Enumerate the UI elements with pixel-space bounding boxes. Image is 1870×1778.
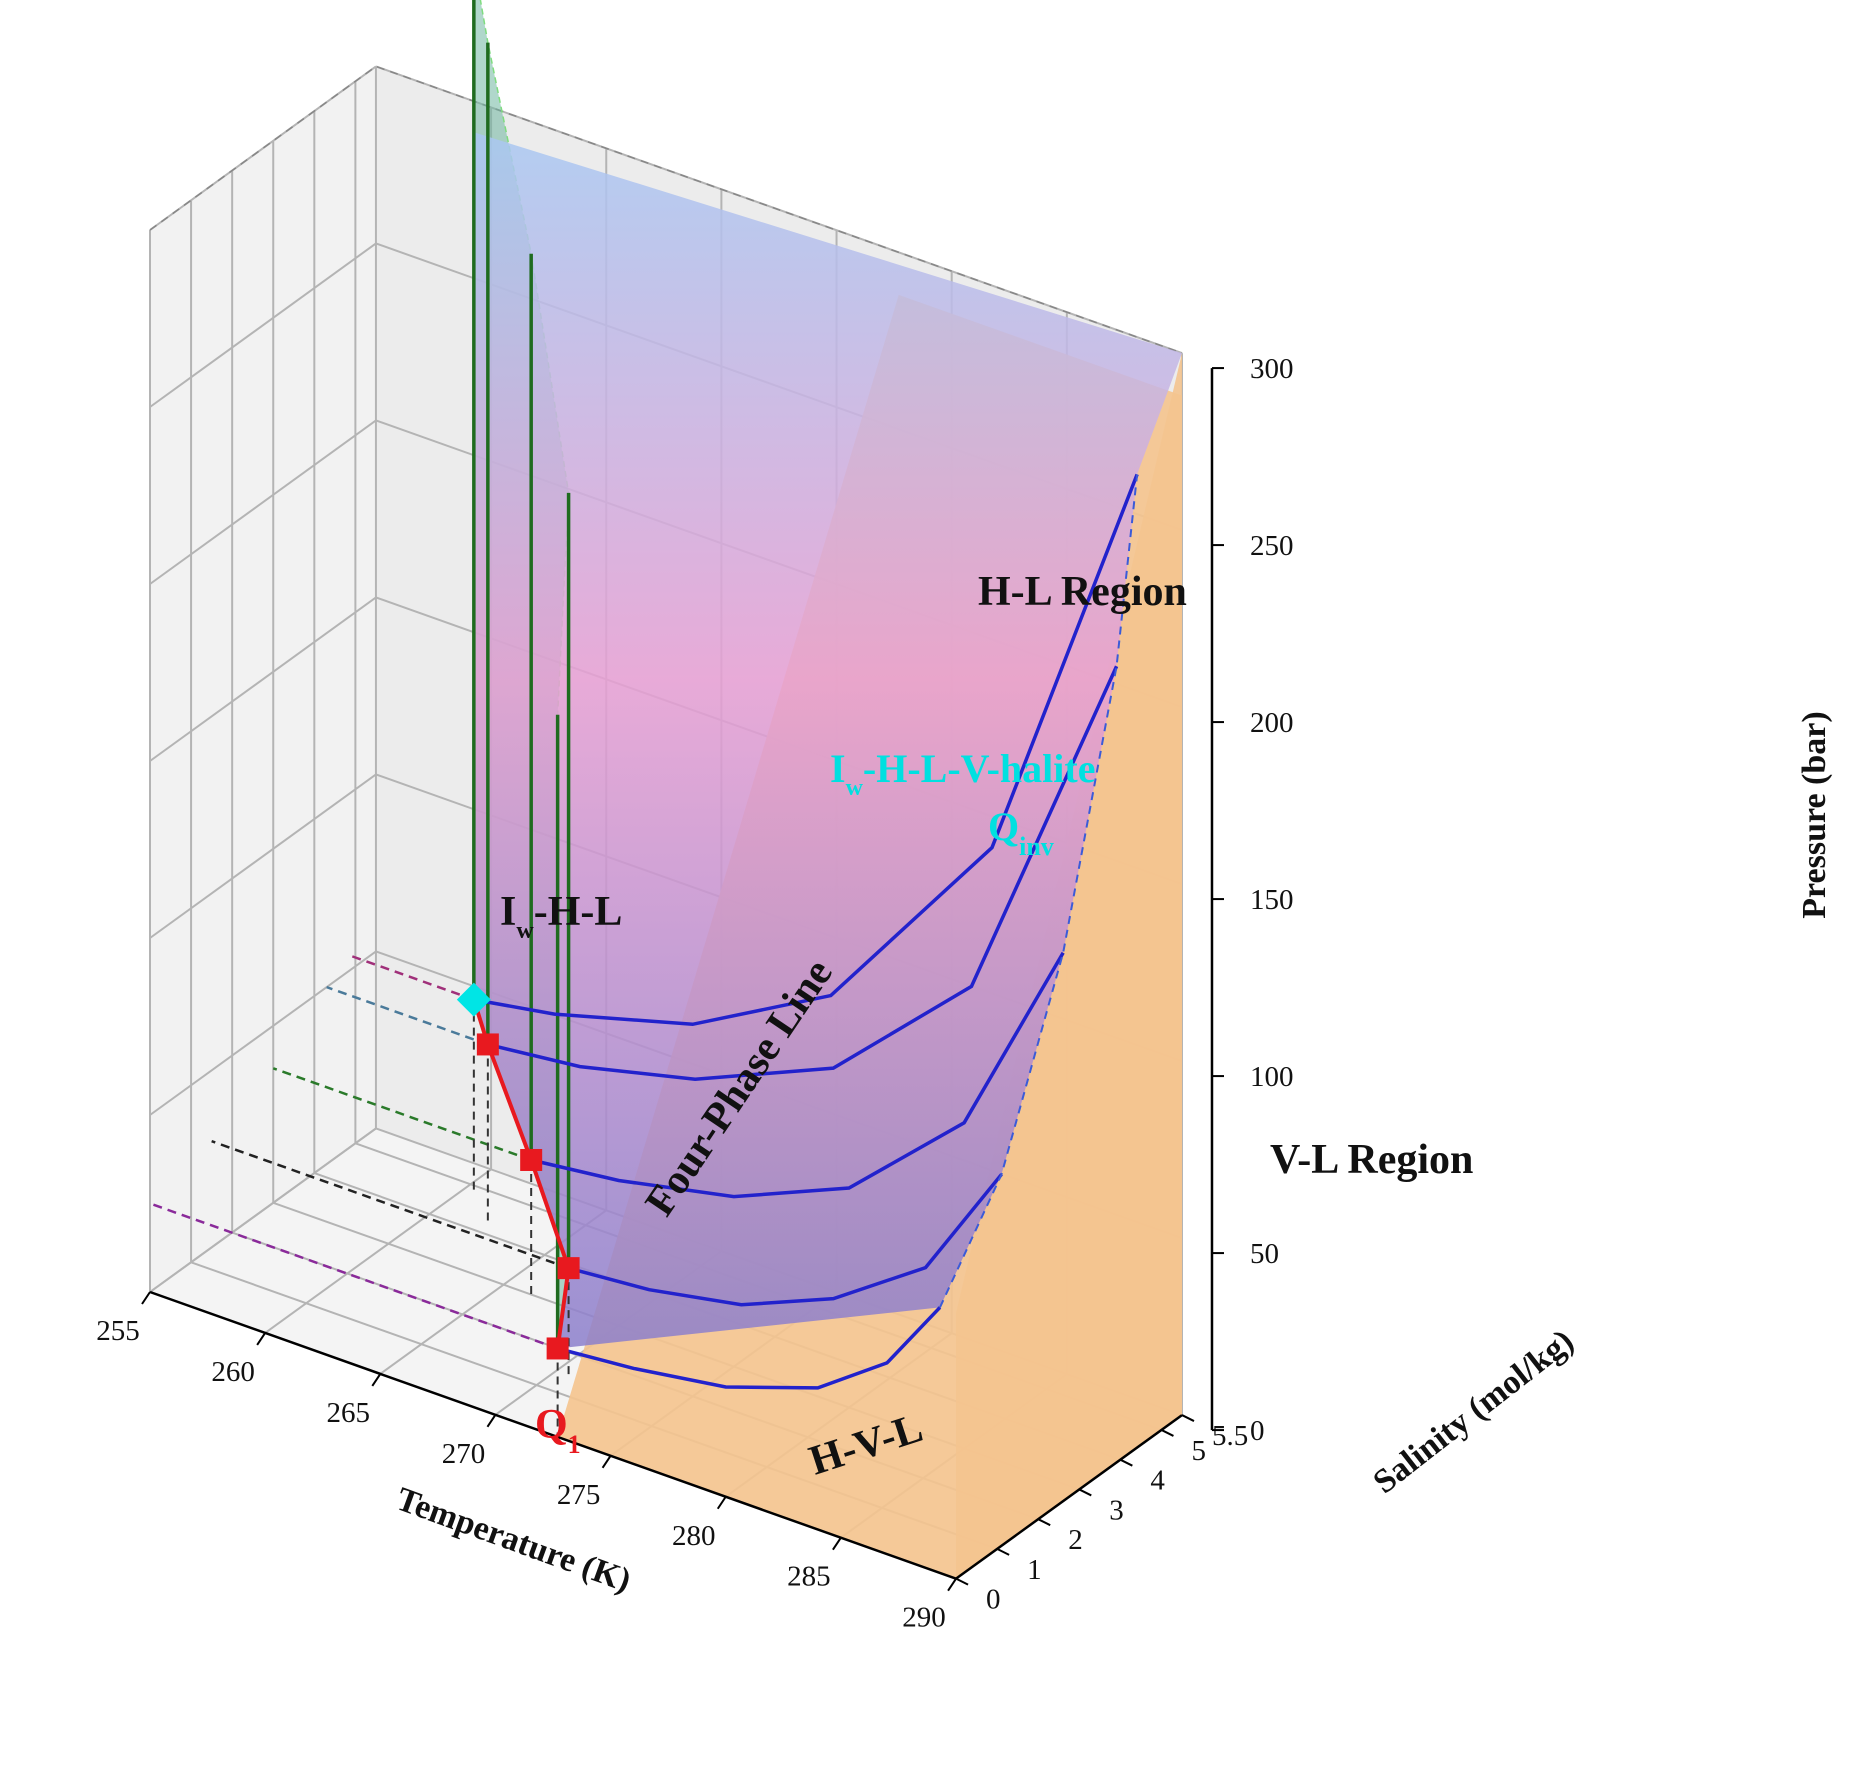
hvl-curve: [487, 665, 1119, 1081]
side-projection: [149, 1202, 559, 1350]
z-tick-label: 50: [1250, 1238, 1279, 1270]
y-tick-label: 1: [1027, 1554, 1042, 1586]
x-tick-label: 270: [442, 1438, 486, 1470]
hl-region: [473, 132, 1182, 1349]
y-tick: [955, 1577, 969, 1586]
vl-region-wall: [956, 353, 1182, 1579]
z-axis-label: Pressure (bar): [1796, 711, 1833, 918]
x-tick: [947, 1578, 957, 1592]
hl-region-label: H-L Region: [978, 569, 1187, 615]
hvl-curve: [557, 1306, 942, 1390]
four-phase-marker: [520, 1148, 543, 1171]
four-phase-marker: [557, 1257, 580, 1280]
x-tick-label: 290: [902, 1602, 946, 1634]
hvl-curve: [530, 951, 1065, 1199]
four-phase-marker: [546, 1337, 569, 1360]
x-tick: [486, 1414, 497, 1428]
y-axis-label: Salinity (mol/kg): [1367, 1322, 1581, 1501]
y-tick: [1161, 1429, 1174, 1437]
side-projection: [326, 985, 489, 1046]
grid-floor-t: [264, 1168, 492, 1334]
y-tick: [1078, 1488, 1092, 1497]
y-tick-label: 5: [1191, 1435, 1206, 1467]
vl-region-label: V-L Region: [1270, 1137, 1473, 1183]
x-tick: [371, 1373, 382, 1387]
y-tick-label: 2: [1068, 1524, 1083, 1556]
z-tick-label: 200: [1250, 707, 1294, 739]
q1-label: Q1: [535, 1402, 581, 1459]
grid-left-p: [149, 419, 377, 585]
q-inv-label: Qinv: [988, 804, 1054, 861]
grid-left-p: [149, 950, 377, 1116]
x-axis-line: [149, 1290, 957, 1580]
z-tick-label: 0: [1250, 1415, 1265, 1447]
grid-left-p: [149, 242, 377, 408]
hvl-curve: [568, 1173, 1003, 1307]
y-tick: [1037, 1518, 1051, 1527]
y-tick-label: 4: [1150, 1465, 1165, 1497]
iwhl-region-label: Iw-H-L: [500, 889, 622, 944]
y-tick-label: 0: [986, 1584, 1001, 1616]
x-tick: [832, 1537, 842, 1551]
q-inv-marker: [456, 982, 491, 1017]
x-tick-label: 265: [327, 1397, 371, 1429]
y-tick-label: 5.5: [1212, 1420, 1248, 1452]
grid-left-p: [149, 773, 377, 939]
phase-surfaces: [473, 0, 1182, 1579]
grid-left-p: [149, 1127, 377, 1293]
x-tick-label: 260: [211, 1356, 255, 1388]
x-tick: [716, 1496, 727, 1510]
y-tick: [1119, 1458, 1133, 1467]
z-tick-label: 150: [1250, 884, 1294, 916]
y-axis-line: [955, 1414, 1183, 1580]
side-projection: [346, 953, 475, 1001]
side-projection: [211, 1140, 570, 1270]
x-tick: [601, 1455, 612, 1469]
hvl-curve: [473, 473, 1139, 1027]
z-tick-label: 300: [1250, 353, 1294, 385]
z-tick-label: 100: [1250, 1061, 1294, 1093]
hvl-edge: [939, 474, 1139, 1308]
x-tick-label: 280: [672, 1520, 716, 1552]
quadruple-halite-label: Iw-H-L-V-halite: [830, 746, 1095, 801]
z-tick-label: 250: [1250, 530, 1294, 562]
x-tick: [141, 1291, 151, 1305]
y-tick-label: 3: [1109, 1494, 1124, 1526]
phase-curves: [149, 0, 1139, 1437]
x-tick-label: 275: [557, 1479, 601, 1511]
y-tick: [1181, 1414, 1195, 1422]
x-tick: [256, 1332, 266, 1346]
x-tick-label: 285: [787, 1561, 831, 1593]
four-phase-marker: [476, 1033, 499, 1056]
x-tick-label: 255: [96, 1315, 140, 1347]
y-tick: [996, 1548, 1010, 1556]
grid-left-p: [149, 596, 377, 762]
